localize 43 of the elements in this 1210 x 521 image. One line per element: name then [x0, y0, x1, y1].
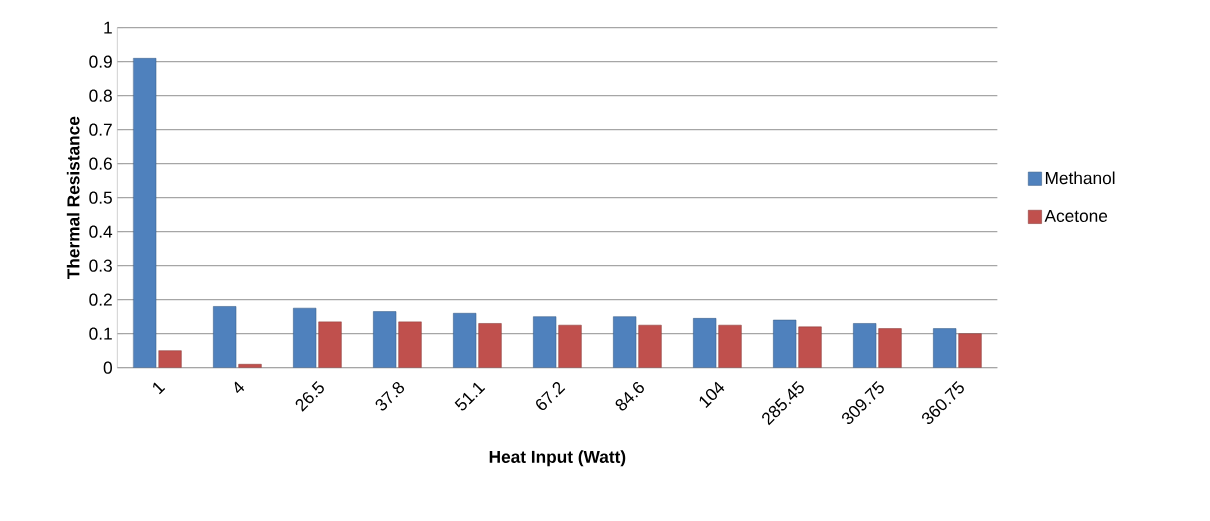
- x-tick-label: 4: [234, 381, 245, 393]
- legend-label: Acetone: [1044, 209, 1108, 223]
- y-tick-label: 0.4: [89, 225, 113, 238]
- bar: [533, 316, 557, 368]
- bar: [798, 326, 822, 368]
- x-axis-title: Heat Input (Watt): [489, 450, 626, 467]
- y-tick-label: 0.8: [89, 89, 112, 102]
- bar: [133, 58, 157, 368]
- y-axis-title: Thermal Resistance: [66, 116, 80, 280]
- bar: [638, 324, 662, 368]
- bar: [453, 313, 477, 368]
- y-tick-label: 0.2: [89, 293, 112, 306]
- bar: [933, 328, 957, 368]
- y-tick-label: 0.6: [89, 157, 112, 170]
- y-tick-label: 0.9: [89, 55, 112, 68]
- bar: [853, 323, 877, 368]
- bar: [773, 319, 797, 368]
- bar: [693, 318, 717, 368]
- bar: [158, 350, 182, 368]
- legend-label: Methanol: [1045, 171, 1115, 185]
- y-tick-label: 0.5: [89, 191, 112, 204]
- y-tick-label: 0.3: [89, 259, 112, 272]
- bar: [958, 333, 982, 368]
- y-tick-label: 0: [103, 361, 112, 374]
- bar: [478, 323, 502, 368]
- y-tick-label: 0.7: [89, 123, 112, 136]
- x-tick-label: 1: [153, 382, 166, 395]
- x-tick-label: 37.8: [375, 382, 405, 411]
- bar: [398, 321, 422, 368]
- bar: [318, 321, 342, 368]
- x-tick-label: 51.1: [454, 382, 486, 411]
- bar: [293, 307, 317, 368]
- x-tick-label: 104: [699, 381, 725, 408]
- x-tick-label: 67.2: [536, 382, 566, 411]
- bar: [373, 311, 397, 368]
- bar: [558, 324, 582, 368]
- bar: [213, 306, 237, 368]
- x-tick-label: 84.6: [615, 381, 644, 411]
- y-tick-label: 0.1: [89, 327, 112, 340]
- bar: [613, 316, 637, 368]
- y-tick-label: 1: [104, 21, 112, 34]
- bar: [718, 324, 742, 368]
- bar: [878, 328, 902, 368]
